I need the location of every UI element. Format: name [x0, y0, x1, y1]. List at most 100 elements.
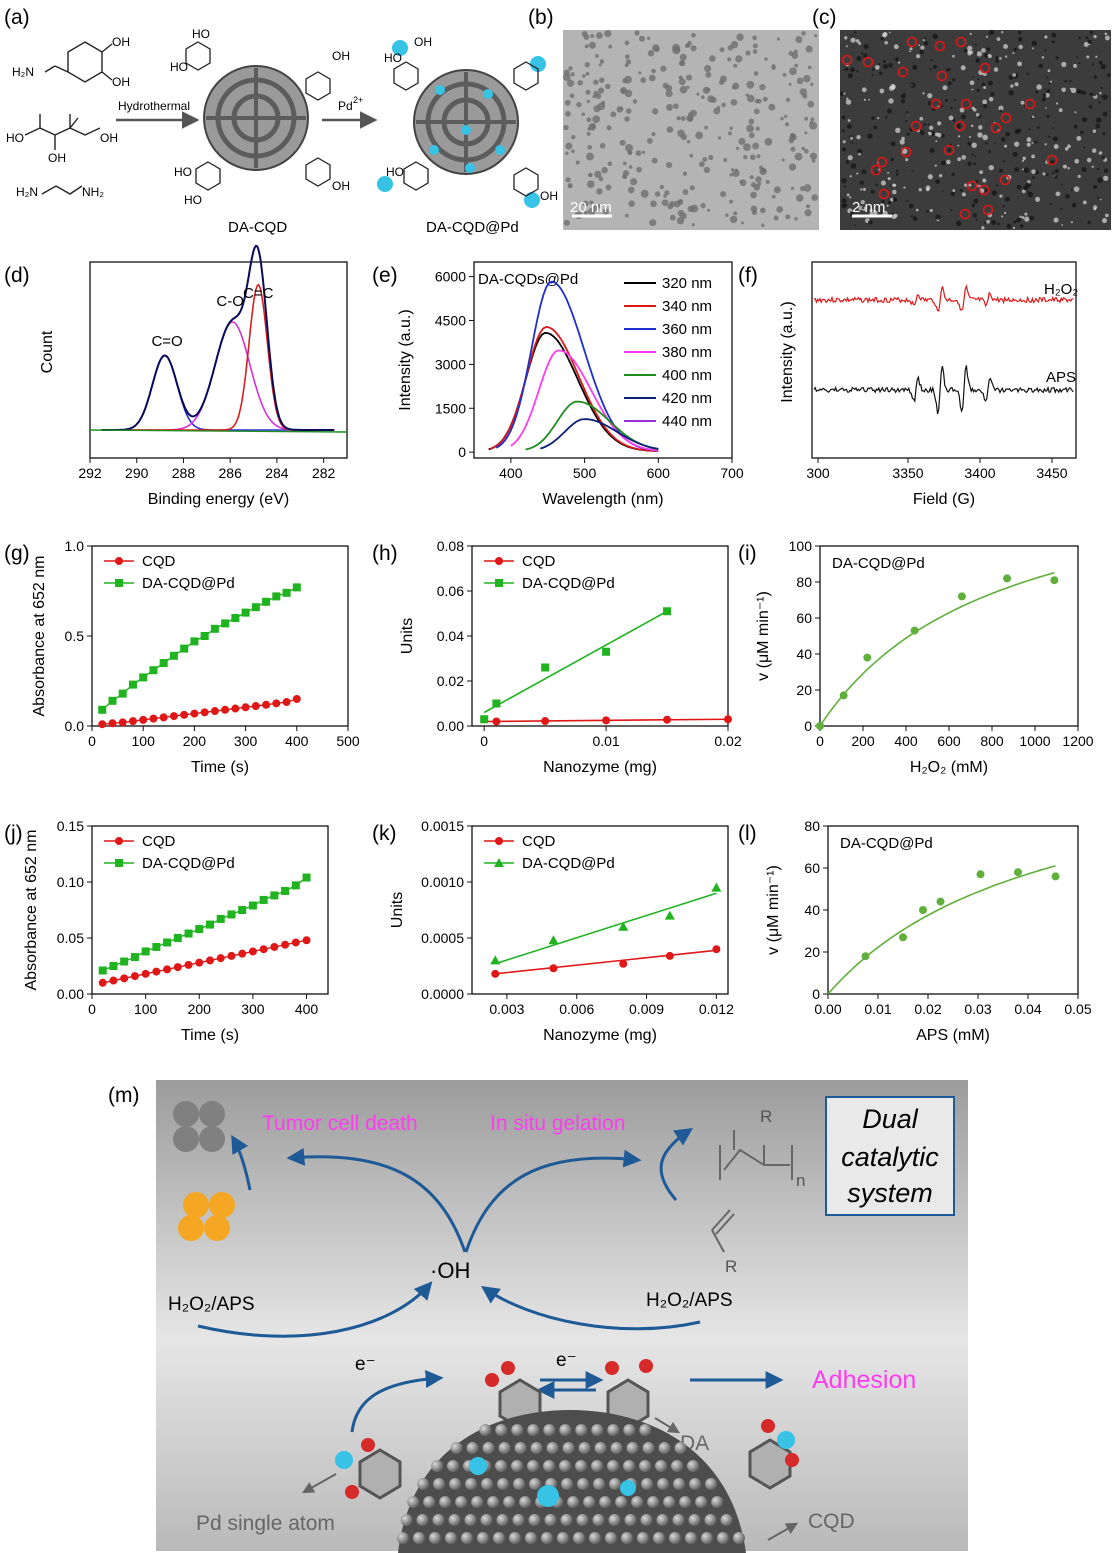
haadf-speckle-dot: [891, 214, 897, 220]
haadf-speckle-dot: [1001, 215, 1004, 218]
cqd-carbon-atom: [572, 1532, 585, 1544]
tem-particle: [764, 137, 773, 146]
pd-atom-marker: [959, 208, 971, 220]
haadf-speckle-dot: [871, 116, 875, 121]
data-point: [159, 713, 168, 722]
tem-particle: [666, 103, 674, 111]
haadf-speckle-dot: [1047, 69, 1051, 73]
tem-particle: [624, 213, 629, 218]
haadf-speckle-dot: [952, 189, 956, 192]
tem-particle: [635, 150, 642, 157]
haadf-speckle-dot: [911, 170, 914, 173]
haadf-speckle-dot: [1029, 215, 1035, 221]
haadf-speckle-dot: [978, 125, 983, 130]
panel-f-label: (f): [738, 264, 758, 287]
tem-particle: [590, 34, 595, 39]
tem-particle: [565, 151, 569, 155]
haadf-speckle-dot: [937, 132, 942, 138]
haadf-speckle-dot: [850, 163, 857, 169]
cqd1-oh-b: OH: [332, 49, 350, 63]
haadf-speckle-dot: [970, 124, 974, 128]
cqd-carbon-atom: [593, 1478, 606, 1490]
tem-particle: [799, 88, 808, 96]
y-tick-label: 100: [789, 538, 813, 554]
tem-particle: [705, 71, 712, 78]
haadf-speckle-dot: [1038, 63, 1043, 69]
x-tick-label: 0.04: [1014, 1001, 1041, 1017]
x-tick-label: 600: [647, 465, 671, 481]
tem-particle: [754, 98, 760, 104]
tem-particle: [755, 176, 762, 183]
tem-particle: [586, 131, 591, 136]
x-tick-label: 282: [312, 465, 336, 481]
y-tick-label: 80: [796, 574, 812, 590]
cqd-carbon-atom: [631, 1496, 644, 1508]
data-point: [169, 651, 178, 660]
tem-particle: [729, 199, 734, 204]
haadf-speckle-dot: [880, 180, 886, 186]
cqd-carbon-atom: [640, 1514, 653, 1526]
pd-single-atom-label: Pd single atom: [196, 1512, 335, 1535]
arrow-left-to-oh: [197, 1281, 433, 1338]
tem-particle: [646, 36, 651, 40]
cqd-carbon-atom: [642, 1442, 655, 1454]
haadf-speckle-dot: [998, 105, 1004, 111]
tem-particle: [785, 214, 791, 220]
legend-label: DA-CQD@Pd: [142, 855, 235, 872]
cqd-carbon-atom: [530, 1442, 543, 1454]
cqd-carbon-atom: [455, 1496, 468, 1508]
haadf-speckle-dot: [886, 108, 892, 114]
haadf-speckle-dot: [974, 43, 977, 46]
haadf-speckle-dot: [1093, 184, 1098, 190]
pd-atom-marker: [999, 174, 1011, 186]
cqd-carbon-atom: [492, 1532, 505, 1544]
pd-atom-marker: [841, 54, 853, 66]
haadf-speckle-dot: [1027, 191, 1030, 194]
x-axis-label: Time (s): [191, 759, 249, 776]
haadf-speckle-dot: [850, 37, 856, 43]
data-point: [270, 942, 279, 951]
x-tick-label: 0.003: [489, 1001, 524, 1017]
haadf-speckle-dot: [1027, 191, 1034, 198]
tem-particle: [759, 167, 767, 176]
x-axis-label: Nanozyme (mg): [543, 1027, 657, 1044]
haadf-speckle-dot: [1032, 176, 1035, 179]
haadf-speckle-dot: [1082, 90, 1087, 95]
tem-particle: [733, 63, 738, 68]
tem-particle: [764, 57, 768, 61]
haadf-speckle-dot: [854, 224, 857, 226]
legend-label: 360 nm: [662, 321, 712, 338]
cqd-carbon-atom: [679, 1496, 692, 1508]
pd-atom-marker: [982, 204, 994, 216]
dual-catalytic-box: [825, 1096, 955, 1216]
tem-particle: [803, 184, 812, 192]
haadf-speckle-dot: [1106, 73, 1111, 77]
haadf-speckle-dot: [901, 148, 908, 155]
tem-particle: [593, 79, 599, 85]
haadf-speckle-dot: [1082, 200, 1087, 205]
haadf-speckle-dot: [950, 191, 956, 197]
tem-particle: [691, 32, 696, 38]
pd-atom-marker: [960, 98, 972, 110]
tem-particle: [746, 94, 755, 103]
haadf-speckle-dot: [863, 44, 869, 50]
cqd-carbon-atom: [480, 1514, 493, 1526]
cqd-carbon-atom: [503, 1496, 516, 1508]
tem-particle: [596, 188, 603, 195]
haadf-speckle-dot: [1014, 141, 1020, 147]
haadf-speckle-dot: [860, 188, 863, 191]
pd-atom-marker: [979, 62, 991, 74]
tem-particle: [647, 50, 655, 57]
pd-atom-marker: [1000, 112, 1012, 124]
haadf-speckle-dot: [945, 98, 948, 102]
h2o2-aps-left-label: H₂O₂/APS: [168, 1294, 255, 1315]
haadf-speckle-dot: [967, 45, 973, 51]
haadf-speckle-dot: [950, 208, 953, 212]
haadf-speckle-dot: [1020, 100, 1025, 105]
haadf-speckle-dot: [1042, 93, 1047, 98]
arrow-to-gelation: [464, 1149, 642, 1253]
tem-particle: [794, 217, 798, 221]
x-tick-label: 300: [241, 1001, 265, 1017]
haadf-speckle-dot: [849, 196, 852, 199]
tem-particle: [562, 73, 571, 81]
